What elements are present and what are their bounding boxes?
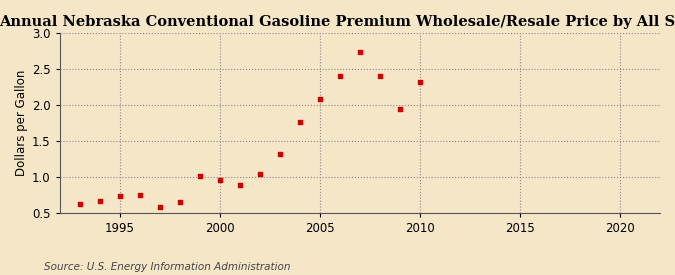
Point <box>115 194 126 198</box>
Point <box>134 193 145 197</box>
Point <box>375 74 385 78</box>
Y-axis label: Dollars per Gallon: Dollars per Gallon <box>15 70 28 176</box>
Point <box>234 183 245 187</box>
Point <box>275 152 286 156</box>
Text: Source: U.S. Energy Information Administration: Source: U.S. Energy Information Administ… <box>44 262 290 272</box>
Point <box>74 202 85 206</box>
Point <box>394 106 405 111</box>
Point <box>174 200 185 205</box>
Point <box>95 199 105 203</box>
Point <box>155 205 165 210</box>
Point <box>294 120 305 125</box>
Point <box>194 174 205 179</box>
Point <box>254 171 265 176</box>
Point <box>414 80 425 84</box>
Point <box>335 74 346 78</box>
Point <box>215 178 225 182</box>
Point <box>315 97 325 101</box>
Title: Annual Nebraska Conventional Gasoline Premium Wholesale/Resale Price by All Sell: Annual Nebraska Conventional Gasoline Pr… <box>0 15 675 29</box>
Point <box>354 50 365 54</box>
